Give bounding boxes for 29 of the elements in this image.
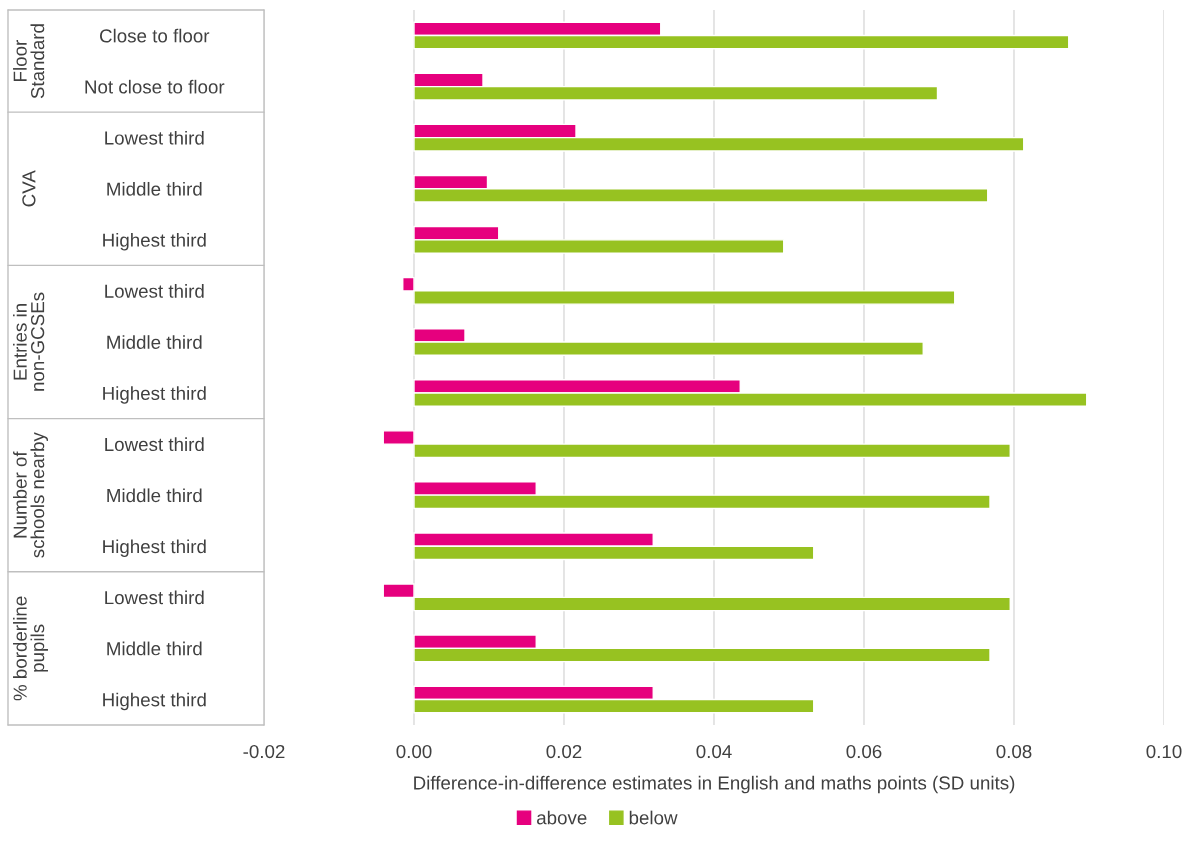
text: Number of schools nearby [13,432,48,558]
y-tick-label: Close to floor [100,28,210,43]
y-tick-label: Not close to floor [85,79,225,94]
y-tick-label: Lowest third [105,130,204,145]
text: Floor Standard [13,24,45,99]
x-tick-label: 0.02 [546,744,582,759]
y-tick-label: Highest third [103,692,206,711]
text: Entries in non-GCSEs [13,292,45,391]
x-tick-label: 0.04 [696,744,732,759]
x-tick-label: 0.06 [846,744,882,759]
y-tick-label: Middle third [107,641,202,656]
text: % borderline pupils [13,596,48,701]
y-tick-label: Middle third [107,488,202,503]
y-tick-label: Highest third [103,233,206,251]
y-tick-label: Middle third [107,181,202,196]
y-tick-label: Lowest third [105,437,204,452]
x-tick-label: 0.08 [996,744,1032,759]
y-tick-label: Lowest third [105,590,204,605]
text: CVA [22,170,36,207]
legend-label: above [537,810,587,825]
x-axis-title: Difference-in-difference estimates in English and maths points (SD units) [414,775,1015,794]
legend-label: below [629,810,678,825]
x-tick-label: -0.02 [243,744,285,759]
y-tick-label: Highest third [103,386,206,404]
x-tick-label: 0.10 [1146,744,1182,759]
y-tick-label: Highest third [103,539,206,557]
y-tick-label: Middle third [107,335,202,349]
y-tick-label: Lowest third [105,284,204,298]
x-tick-label: 0.00 [396,744,432,759]
